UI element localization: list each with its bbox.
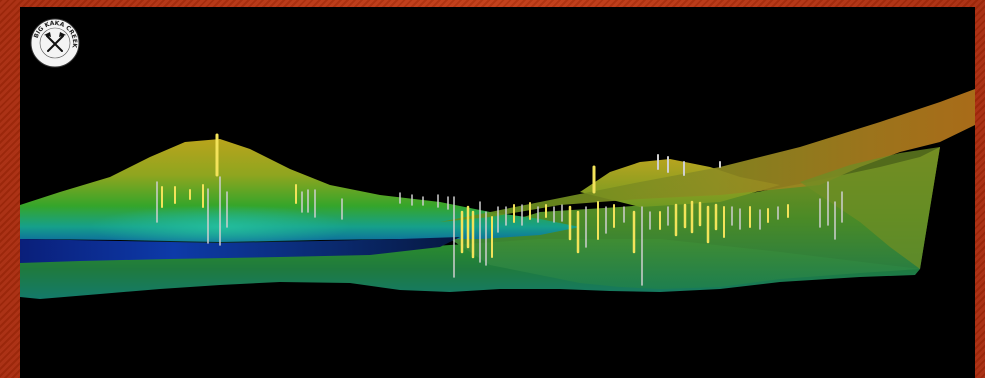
drillholes [156,133,843,286]
company-logo: BIG KAKA CREEK [30,18,80,68]
terrain-right-sheet [440,89,975,222]
terrain-scene [20,89,975,299]
terrain-right-fold [800,147,940,269]
terrain-valley-water [20,237,460,263]
3d-viewport[interactable]: BIG KAKA CREEK [20,7,975,378]
crossed-hammers-icon [46,35,64,52]
